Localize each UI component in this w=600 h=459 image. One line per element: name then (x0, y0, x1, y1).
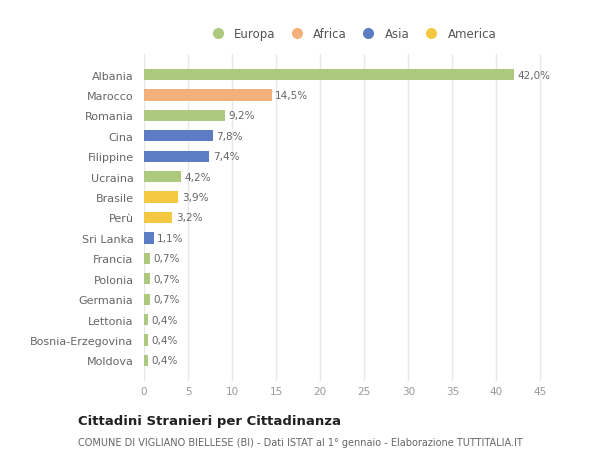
Text: COMUNE DI VIGLIANO BIELLESE (BI) - Dati ISTAT al 1° gennaio - Elaborazione TUTTI: COMUNE DI VIGLIANO BIELLESE (BI) - Dati … (78, 437, 523, 447)
Bar (144, 70, 514, 81)
Text: Cittadini Stranieri per Cittadinanza: Cittadini Stranieri per Cittadinanza (78, 414, 341, 428)
Text: 3,9%: 3,9% (182, 193, 208, 203)
Bar (144, 131, 213, 142)
Text: 0,4%: 0,4% (151, 335, 178, 345)
Text: 9,2%: 9,2% (229, 111, 255, 121)
Text: 7,8%: 7,8% (216, 132, 243, 141)
Text: 3,2%: 3,2% (176, 213, 202, 223)
Bar (144, 274, 150, 285)
Bar (144, 253, 150, 264)
Text: 1,1%: 1,1% (157, 233, 184, 243)
Text: 0,4%: 0,4% (151, 315, 178, 325)
Bar (144, 335, 148, 346)
Bar (144, 233, 154, 244)
Text: 7,4%: 7,4% (213, 152, 239, 162)
Bar (144, 294, 150, 305)
Text: 14,5%: 14,5% (275, 91, 308, 101)
Bar (144, 90, 272, 101)
Bar (144, 172, 181, 183)
Bar (144, 111, 225, 122)
Text: 0,7%: 0,7% (154, 254, 180, 264)
Text: 0,7%: 0,7% (154, 295, 180, 304)
Legend: Europa, Africa, Asia, America: Europa, Africa, Asia, America (206, 28, 496, 41)
Text: 42,0%: 42,0% (517, 71, 550, 80)
Bar (144, 213, 172, 224)
Bar (144, 314, 148, 325)
Bar (144, 192, 178, 203)
Bar (144, 151, 209, 162)
Text: 0,7%: 0,7% (154, 274, 180, 284)
Text: 4,2%: 4,2% (185, 172, 211, 182)
Text: 0,4%: 0,4% (151, 356, 178, 365)
Bar (144, 355, 148, 366)
